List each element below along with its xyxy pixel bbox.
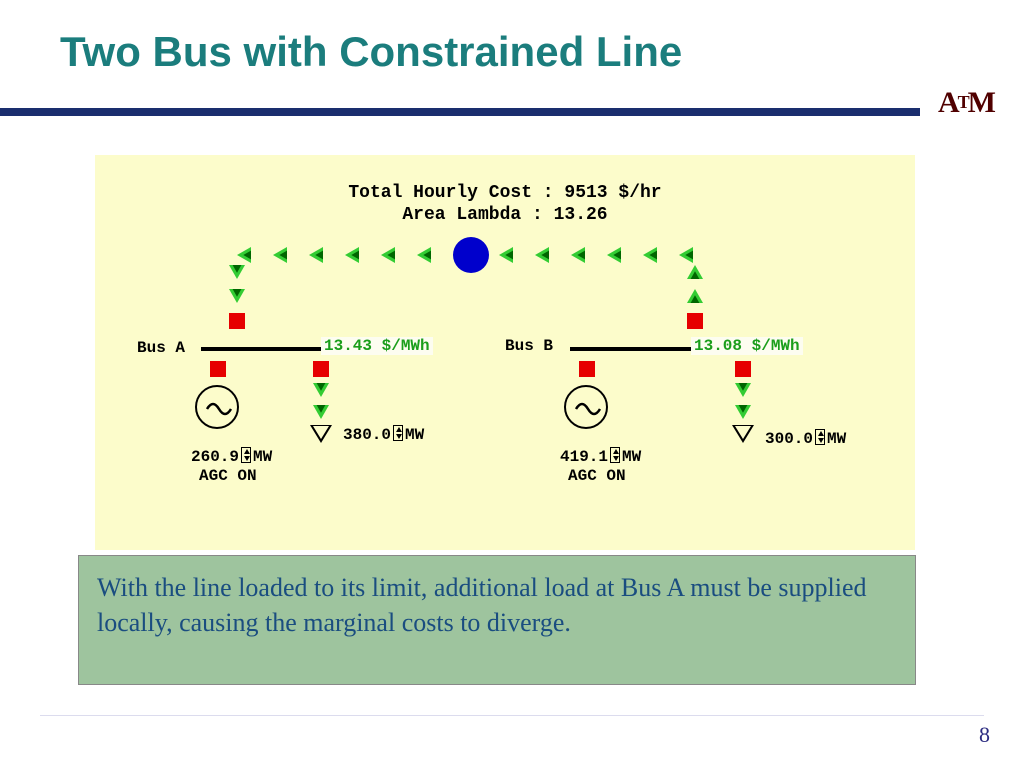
stepper-icon[interactable] xyxy=(393,425,403,441)
load-arrow-icon xyxy=(310,425,332,443)
breaker-icon xyxy=(579,361,595,377)
flow-arrow-icon xyxy=(345,247,359,263)
breaker-icon xyxy=(229,313,245,329)
caption-box: With the line loaded to its limit, addit… xyxy=(78,555,916,685)
flow-arrow-icon xyxy=(535,247,549,263)
flow-arrow-icon xyxy=(309,247,323,263)
footer-rule xyxy=(40,715,984,716)
breaker-icon xyxy=(687,313,703,329)
bus-a-load-mw: 380.0 MW xyxy=(343,423,424,444)
load-arrow-icon xyxy=(732,425,754,443)
flow-arrow-icon xyxy=(229,265,245,279)
bus-b-load-value: 300.0 xyxy=(765,430,813,448)
flow-arrow-icon xyxy=(237,247,251,263)
line-pie-icon xyxy=(453,237,489,273)
breaker-icon xyxy=(210,361,226,377)
flow-arrow-icon xyxy=(687,265,703,279)
area-lambda-label: Area Lambda : 13.26 xyxy=(95,205,915,225)
flow-arrow-icon xyxy=(229,289,245,303)
bus-a-gen-mw: 260.9 MW xyxy=(191,445,272,466)
flow-arrow-icon xyxy=(735,383,751,397)
mw-unit: MW xyxy=(622,448,641,466)
flow-arrow-icon xyxy=(381,247,395,263)
mw-unit: MW xyxy=(253,448,272,466)
flow-arrow-icon xyxy=(735,405,751,419)
bus-a-label: Bus A xyxy=(137,339,185,357)
flow-arrow-icon xyxy=(417,247,431,263)
breaker-icon xyxy=(313,361,329,377)
mw-unit: MW xyxy=(827,430,846,448)
diagram-canvas: Total Hourly Cost : 9513 $/hr Area Lambd… xyxy=(95,155,915,550)
slide-title: Two Bus with Constrained Line xyxy=(60,28,682,76)
title-rule xyxy=(0,108,920,116)
generator-icon xyxy=(195,385,239,429)
stepper-icon[interactable] xyxy=(610,447,620,463)
flow-arrow-icon xyxy=(313,383,329,397)
bus-b-gen-mw: 419.1 MW xyxy=(560,445,641,466)
generator-icon xyxy=(564,385,608,429)
page-number: 8 xyxy=(979,722,990,748)
caption-text: With the line loaded to its limit, addit… xyxy=(97,573,867,637)
mw-unit: MW xyxy=(405,426,424,444)
flow-arrow-icon xyxy=(687,289,703,303)
flow-arrow-icon xyxy=(607,247,621,263)
bus-b-lmp: 13.08 $/MWh xyxy=(691,337,803,355)
bus-a-load-value: 380.0 xyxy=(343,426,391,444)
bus-b-agc: AGC ON xyxy=(568,467,626,485)
flow-arrow-icon xyxy=(643,247,657,263)
bus-b-load-mw: 300.0 MW xyxy=(765,427,846,448)
flow-arrow-icon xyxy=(313,405,329,419)
stepper-icon[interactable] xyxy=(815,429,825,445)
bus-a-lmp: 13.43 $/MWh xyxy=(321,337,433,355)
total-cost-label: Total Hourly Cost : 9513 $/hr xyxy=(95,183,915,203)
bus-a-agc: AGC ON xyxy=(199,467,257,485)
bus-b-gen-value: 419.1 xyxy=(560,448,608,466)
bus-b-label: Bus B xyxy=(505,337,553,355)
stepper-icon[interactable] xyxy=(241,447,251,463)
bus-a-gen-value: 260.9 xyxy=(191,448,239,466)
flow-arrow-icon xyxy=(571,247,585,263)
university-logo: ATM xyxy=(936,88,996,130)
flow-arrow-icon xyxy=(499,247,513,263)
flow-arrow-icon xyxy=(273,247,287,263)
flow-arrow-icon xyxy=(679,247,693,263)
breaker-icon xyxy=(735,361,751,377)
